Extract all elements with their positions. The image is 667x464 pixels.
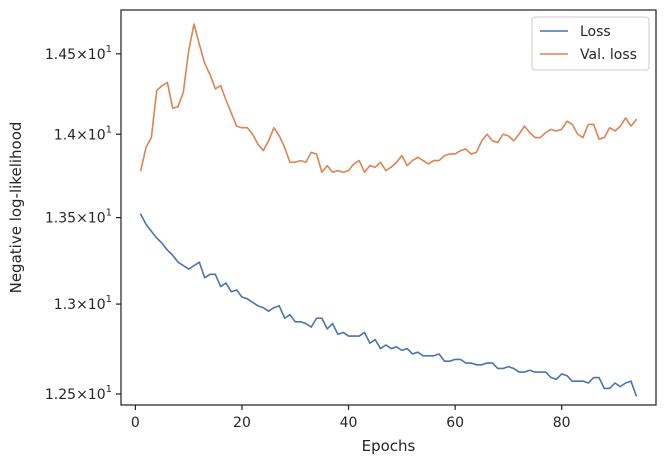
y-tick-base: 10 [88, 387, 106, 403]
y-tick-label: 1.3×101 [54, 294, 112, 313]
y-tick-label: 1.45×101 [45, 44, 112, 63]
y-tick-mantissa: 1.25 [45, 387, 76, 403]
x-tick-label: 60 [446, 415, 464, 431]
y-tick-exponent: 1 [106, 44, 112, 55]
x-axis: 0 20 40 60 80 [131, 405, 571, 431]
plot-frame [120, 9, 657, 406]
y-tick-exponent: 1 [106, 294, 112, 305]
y-tick-label: 1.35×101 [45, 208, 112, 227]
y-tick-times: × [76, 47, 88, 63]
y-tick-mantissa: 1.4 [54, 127, 76, 143]
legend-label-val-loss: Val. loss [580, 47, 637, 63]
y-tick-base: 10 [88, 297, 106, 313]
y-axis-label: Negative log-likelihood [7, 122, 25, 294]
y-tick-base: 10 [88, 47, 106, 63]
x-tick-label: 0 [131, 415, 140, 431]
y-tick-exponent: 1 [106, 384, 112, 395]
x-tick-label: 40 [340, 415, 358, 431]
y-tick-mantissa: 1.45 [45, 47, 76, 63]
y-tick-times: × [76, 297, 88, 313]
y-tick-times: × [76, 387, 88, 403]
y-tick-exponent: 1 [106, 208, 112, 219]
series-line-loss [139, 213, 638, 397]
series-line-val-loss [139, 23, 638, 174]
legend: Loss Val. loss [531, 16, 650, 71]
x-tick-label: 20 [233, 415, 251, 431]
x-tick-label: 80 [553, 415, 571, 431]
y-tick-mantissa: 1.3 [54, 297, 76, 313]
y-tick-mantissa: 1.35 [45, 211, 76, 227]
legend-label-loss: Loss [580, 24, 611, 40]
y-tick-exponent: 1 [106, 124, 112, 135]
y-tick-base: 10 [88, 211, 106, 227]
y-tick-base: 10 [88, 127, 106, 143]
y-tick-times: × [76, 127, 88, 143]
y-tick-times: × [76, 211, 88, 227]
y-tick-label: 1.25×101 [45, 384, 112, 403]
series-layer [139, 23, 638, 397]
y-tick-label: 1.4×101 [54, 124, 112, 143]
x-axis-label: Epochs [362, 437, 416, 455]
